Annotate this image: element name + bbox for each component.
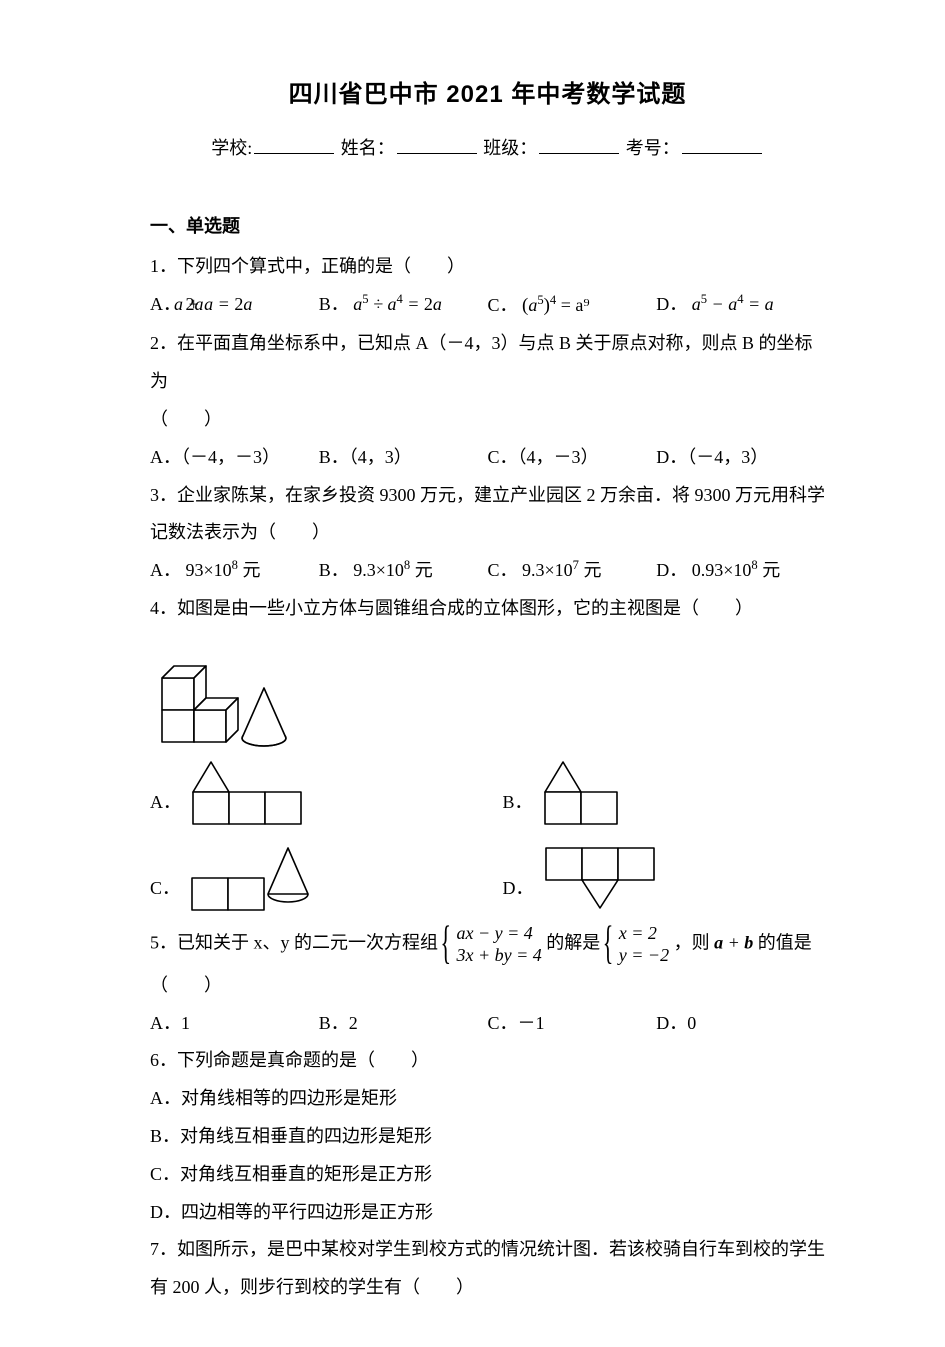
q6-opt-a: A．对角线相等的四边形是矩形 <box>150 1080 825 1118</box>
q3-opt-b: B． 9.3×108 元 <box>319 552 488 590</box>
q6-opt-d: D．四边相等的平行四边形是正方形 <box>150 1194 825 1232</box>
q2-stem-b: （ ） <box>150 401 825 439</box>
q1-d-expr: a5 − a4 = a <box>692 294 774 314</box>
q2-options: A．（－4，－3） B．（4，3） C．（4，－3） D．（－4，3） <box>150 439 825 477</box>
q3-opt-d: D． 0.93×108 元 <box>656 552 825 590</box>
q7-stem-b: 有 200 人，则步行到校的学生有（ ） <box>150 1269 825 1307</box>
q5-opt-c: C．－1 <box>488 1005 657 1043</box>
q5-opt-a: A．1 <box>150 1005 319 1043</box>
q1-c-expr: (a5)4 = a⁹ <box>522 295 590 315</box>
q3-opt-a: A． 93×108 元 <box>150 552 319 590</box>
q4-opt-a: A． <box>150 758 473 828</box>
q3-d-unit: 元 <box>758 560 781 580</box>
q6-stem: 6．下列命题是真命题的是（ ） <box>150 1042 825 1080</box>
q5-sys2-l1: x = 2 <box>619 922 669 945</box>
q1-c-rhs: = a⁹ <box>556 295 589 315</box>
q1-b-expr: a5 ÷ a4 = 2a <box>353 294 442 314</box>
cubes-cone-icon <box>154 634 304 750</box>
q2-opt-b: B．（4，3） <box>319 439 488 477</box>
q1-a-expr: a + a = 2a <box>174 294 252 314</box>
q6-opt-c: C．对角线互相垂直的矩形是正方形 <box>150 1156 825 1194</box>
q3-b-num: 9.3×10 <box>353 560 404 580</box>
q3-b-unit: 元 <box>410 560 433 580</box>
q3-c-unit: 元 <box>579 560 602 580</box>
q5-options: A．1 B．2 C．－1 D．0 <box>150 1005 825 1043</box>
q5-ab: a + b <box>714 932 753 952</box>
q4-opt-c: C． <box>150 842 473 914</box>
section-heading: 一、单选题 <box>150 208 825 246</box>
class-blank <box>539 135 619 155</box>
id-blank <box>682 135 762 155</box>
q5-stem: 5．已知关于 x、y 的二元一次方程组 ax − y = 4 3x + by =… <box>150 922 825 1005</box>
q7-stem-a: 7．如图所示，是巴中某校对学生到校方式的情况统计图．若该校骑自行车到校的学生 <box>150 1231 825 1269</box>
q3-c-pre: C． <box>488 560 518 580</box>
q1-stem: 1．下列四个算式中，正确的是（ ） <box>150 248 825 286</box>
q2-stem-a: 2．在平面直角坐标系中，已知点 A（－4，3）与点 B 关于原点对称，则点 B … <box>150 325 825 401</box>
q3-stem-b: 记数法表示为（ ） <box>150 514 825 552</box>
name-label: 姓名： <box>341 138 395 158</box>
student-info-line: 学校: 姓名： 班级： 考号： <box>150 130 825 168</box>
q2-opt-c: C．（4，－3） <box>488 439 657 477</box>
page-content: 四川省巴中市 2021 年中考数学试题 学校: 姓名： 班级： 考号： 一、单选… <box>0 0 945 1347</box>
q4-d-label: D． <box>503 870 534 914</box>
q4-opt-d: D． <box>503 842 826 914</box>
q1-opt-d: D． a5 − a4 = a <box>656 286 825 326</box>
q3-c-num: 9.3×10 <box>522 560 573 580</box>
q1-d-pre: D． <box>656 294 687 314</box>
q5-tail-a: ，则 <box>674 932 715 952</box>
q3-a-num: 93×10 <box>186 560 232 580</box>
q4-a-label: A． <box>150 784 181 828</box>
q5-opt-d: D．0 <box>656 1005 825 1043</box>
q5-system1: ax − y = 4 3x + by = 4 <box>443 922 542 967</box>
q1-opt-b: B． a5 ÷ a4 = 2a <box>319 286 488 326</box>
q5-sys2-l2: y = −2 <box>619 944 669 967</box>
q1-options: A． 2a a + a = 2a a + a = 2a B． a5 ÷ a4 =… <box>150 286 825 326</box>
q3-a-unit: 元 <box>238 560 261 580</box>
q4-b-label: B． <box>503 784 533 828</box>
q5-opt-b: B．2 <box>319 1005 488 1043</box>
q4-opt-b: B． <box>503 758 826 828</box>
q4-stem: 4．如图是由一些小立方体与圆锥组合成的立体图形，它的主视图是（ ） <box>150 590 825 628</box>
name-blank <box>397 135 477 155</box>
q3-a-pre: A． <box>150 560 181 580</box>
school-label: 学校: <box>211 138 252 158</box>
q1-opt-c: C． (a5)4 = a⁹ <box>488 286 657 326</box>
id-label: 考号： <box>626 138 680 158</box>
q4-a-icon <box>189 758 321 828</box>
q5-mid: 的解是 <box>546 932 605 952</box>
q4-b-icon <box>541 758 651 828</box>
q5-stem-a: 5．已知关于 x、y 的二元一次方程组 <box>150 932 443 952</box>
q3-d-num: 0.93×10 <box>692 560 752 580</box>
q5-sys1-l1: ax − y = 4 <box>457 922 542 945</box>
q3-opt-c: C． 9.3×107 元 <box>488 552 657 590</box>
q3-d-pre: D． <box>656 560 687 580</box>
q1-opt-a: A． 2a a + a = 2a a + a = 2a <box>150 286 319 326</box>
q2-opt-d: D．（－4，3） <box>656 439 825 477</box>
page-title: 四川省巴中市 2021 年中考数学试题 <box>150 70 825 120</box>
q3-options: A． 93×108 元 B． 9.3×108 元 C． 9.3×107 元 D．… <box>150 552 825 590</box>
q1-c-pre: C． <box>488 295 518 315</box>
q4-options: A． B． C． <box>150 758 825 914</box>
q2-opt-a: A．（－4，－3） <box>150 439 319 477</box>
q4-c-icon <box>188 844 328 914</box>
q4-d-icon <box>542 842 666 914</box>
q3-stem-a: 3．企业家陈某，在家乡投资 9300 万元，建立产业园区 2 万余亩．将 930… <box>150 477 825 515</box>
class-label: 班级： <box>483 138 537 158</box>
q1-b-pre: B． <box>319 294 349 314</box>
q4-main-figure <box>154 634 825 750</box>
q5-system2: x = 2 y = −2 <box>605 922 669 967</box>
q5-sys1-l2: 3x + by = 4 <box>457 944 542 967</box>
q3-b-pre: B． <box>319 560 349 580</box>
school-blank <box>254 135 334 155</box>
q4-c-label: C． <box>150 870 180 914</box>
q6-opt-b: B．对角线互相垂直的四边形是矩形 <box>150 1118 825 1156</box>
